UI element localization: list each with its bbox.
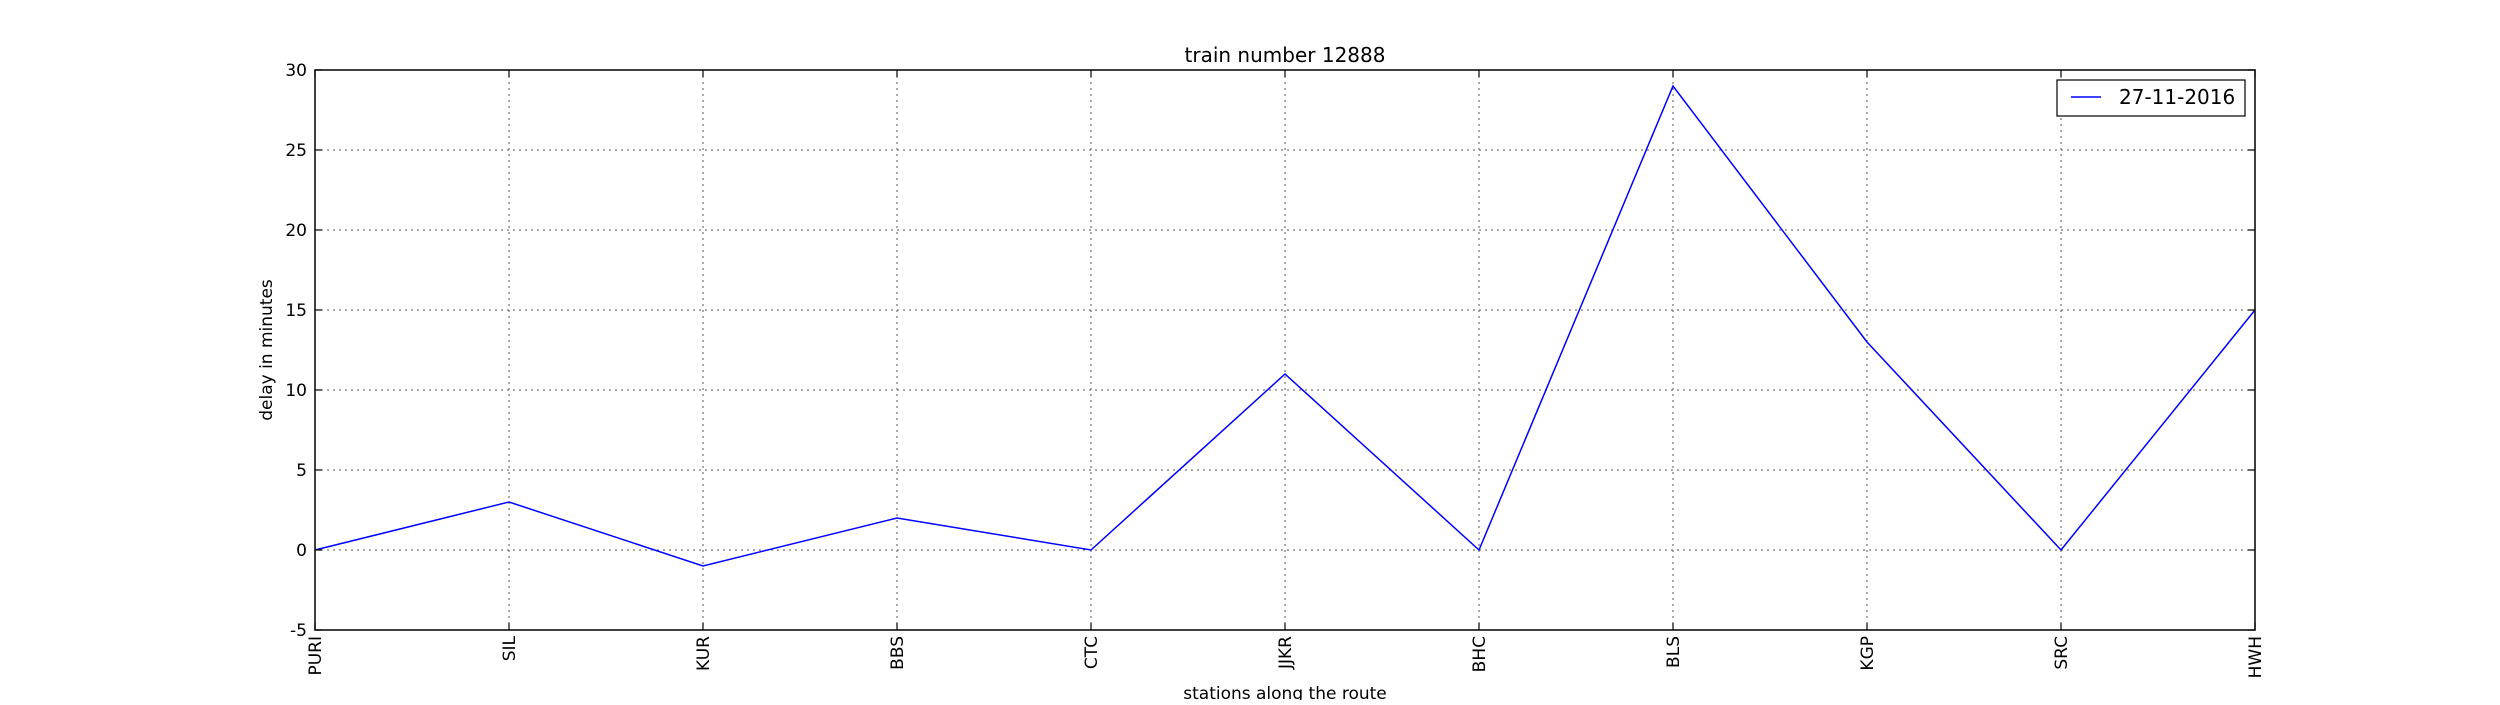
y-tick-label: -5 [290, 621, 307, 641]
x-axis-label: stations along the route [1183, 684, 1387, 700]
x-tick-label: KGP [1858, 636, 1878, 671]
grid-lines [315, 70, 2255, 630]
x-tick-label: BLS [1664, 636, 1684, 668]
chart-title: train number 12888 [1185, 43, 1386, 67]
x-tick-label: BHC [1470, 636, 1490, 672]
y-tick-label: 20 [285, 221, 307, 241]
x-tick-label: PURI [306, 636, 326, 676]
legend-label: 27-11-2016 [2119, 85, 2235, 109]
series-layer [315, 86, 2255, 566]
series-line-0 [315, 86, 2255, 566]
y-tick-label: 15 [285, 301, 307, 321]
x-tick-label: SRC [2052, 636, 2072, 670]
y-tick-label: 5 [296, 461, 307, 481]
x-tick-label: BBS [888, 636, 908, 670]
legend: 27-11-2016 [2057, 80, 2245, 116]
x-tick-label: HWH [2246, 636, 2266, 678]
x-tick-label: KUR [694, 636, 714, 671]
x-tick-label: SIL [500, 635, 520, 661]
x-tick-label: CTC [1082, 636, 1102, 669]
y-tick-label: 25 [285, 141, 307, 161]
tick-labels: PURI SIL KUR BBS CTC JJKR BHC BLS KGP SRC HWH -5 0 5 1… [285, 61, 2266, 678]
y-tick-label: 10 [285, 381, 307, 401]
x-tick-label: JJKR [1276, 636, 1296, 670]
y-axis-label: delay in minutes [257, 279, 277, 421]
y-tick-label: 30 [285, 61, 307, 81]
y-tick-label: 0 [296, 541, 307, 561]
